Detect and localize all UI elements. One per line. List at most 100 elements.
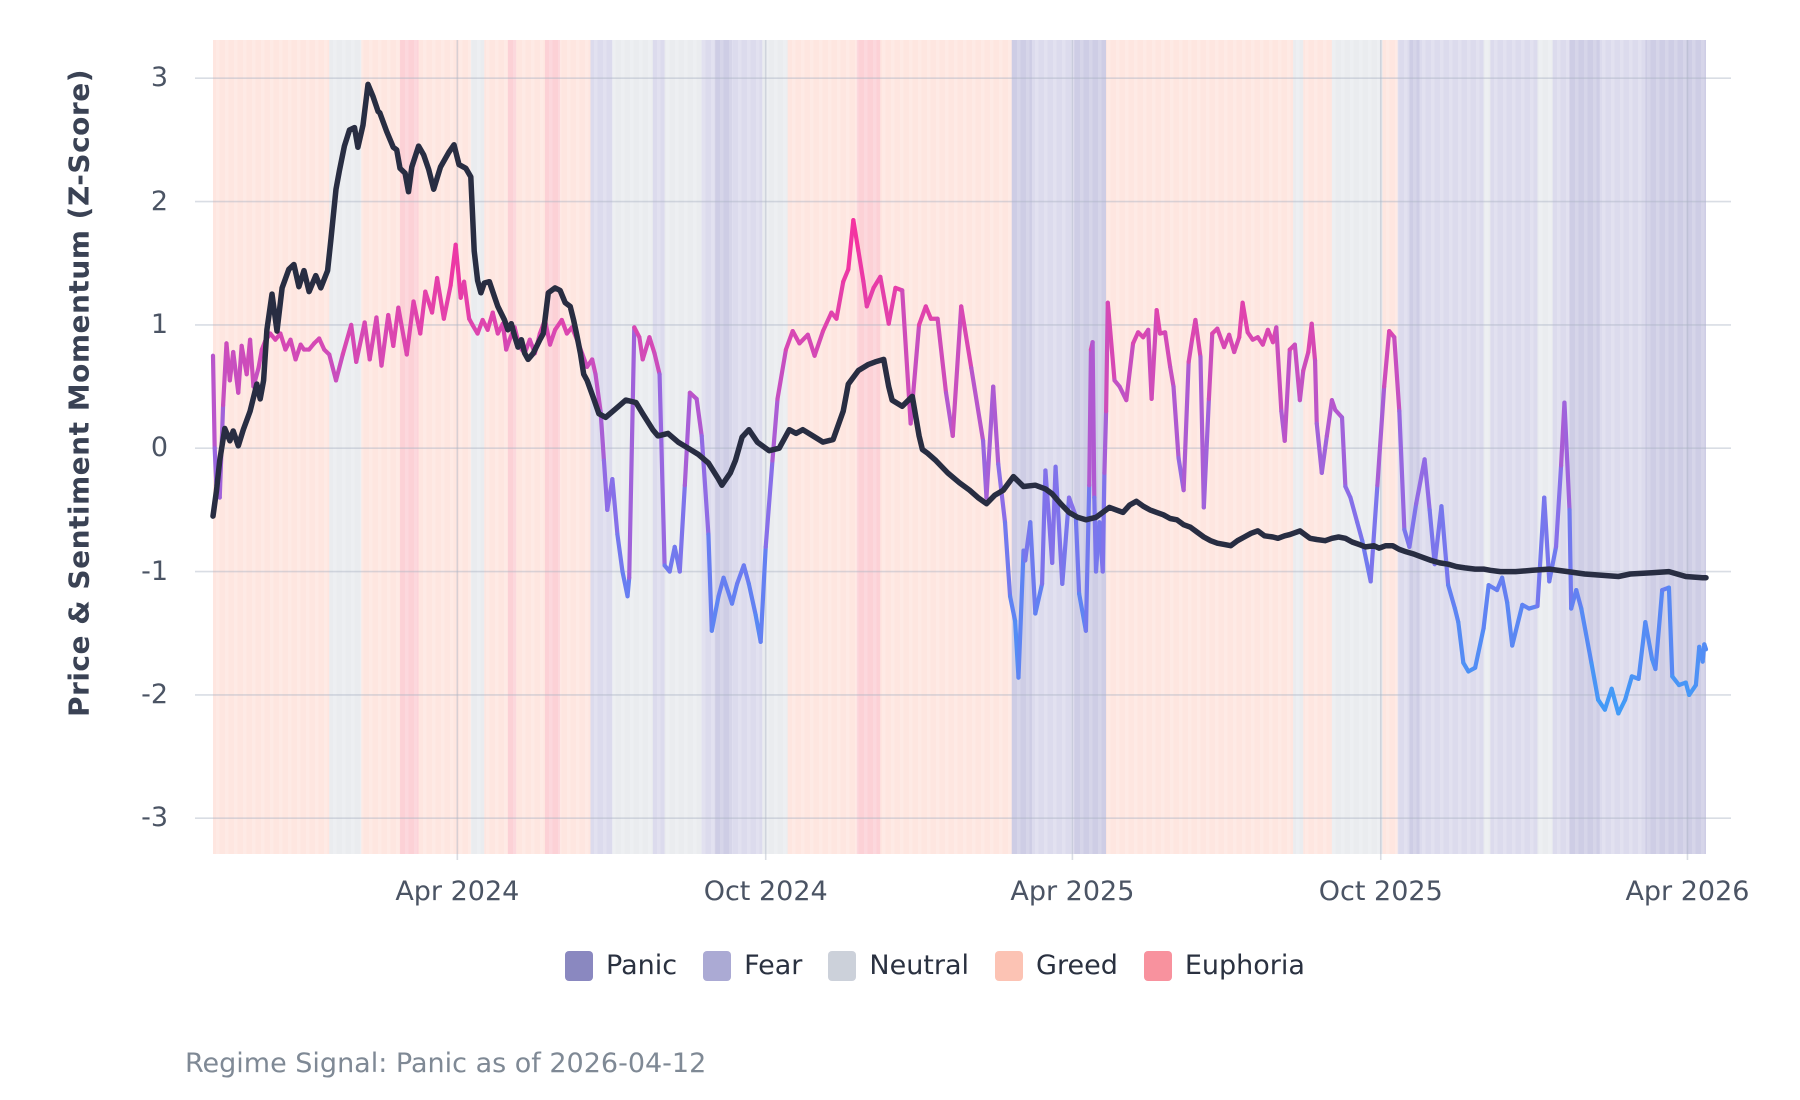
- sentiment-line-segment: [610, 476, 620, 537]
- sentiment-line-segment: [379, 312, 391, 368]
- sentiment-line-segment: [841, 267, 851, 284]
- sentiment-line-segment: [682, 390, 692, 488]
- legend-label: Euphoria: [1184, 950, 1305, 981]
- sentiment-line-segment: [1124, 341, 1136, 403]
- sentiment-line-segment: [1240, 300, 1250, 335]
- sentiment-line-segment: [886, 285, 898, 326]
- sentiment-line-segment: [547, 327, 558, 347]
- sentiment-line-segment: [1473, 626, 1486, 670]
- sentiment-line-segment: [354, 320, 367, 364]
- sentiment-line-segment: [490, 310, 500, 336]
- sentiment-line-segment: [1375, 384, 1387, 488]
- x-tick-label: Oct 2024: [703, 876, 828, 907]
- sentiment-line-segment: [1007, 594, 1018, 624]
- y-tick-label: 2: [150, 185, 168, 217]
- sentiment-line-segment: [593, 372, 603, 414]
- sentiment-line-segment: [418, 289, 428, 336]
- sentiment-line-segment: [709, 594, 721, 633]
- sentiment-line-segment: [1397, 409, 1407, 532]
- sentiment-line-segment: [991, 384, 1001, 467]
- sentiment-line-segment: [1274, 325, 1284, 414]
- legend-label: Greed: [1036, 950, 1118, 981]
- sentiment-line-segment: [1553, 463, 1564, 550]
- sentiment-line-segment: [1653, 587, 1665, 672]
- sentiment-line-segment: [461, 279, 472, 321]
- sentiment-line-segment: [1616, 697, 1628, 716]
- sentiment-line-segment: [1297, 368, 1306, 403]
- sentiment-line-segment: [1339, 415, 1348, 489]
- sentiment-line-segment: [783, 328, 795, 352]
- legend-swatch-euphoria: [1143, 950, 1172, 981]
- y-axis-title: Price & Sentiment Momentum (Z-Score): [62, 69, 96, 717]
- legend-label: Panic: [606, 950, 678, 981]
- sentiment-line-segment: [1186, 337, 1195, 364]
- sentiment-line-segment: [1579, 606, 1594, 665]
- sentiment-line-segment: [1535, 495, 1547, 609]
- sentiment-line-segment: [1355, 520, 1365, 543]
- sentiment-line-segment: [935, 316, 949, 395]
- sentiment-line-segment: [1083, 483, 1092, 633]
- y-tick-label: 1: [150, 308, 168, 340]
- legend-swatch-panic: [565, 950, 593, 981]
- sentiment-line-segment: [746, 581, 758, 617]
- sentiment-line-segment: [959, 304, 974, 371]
- sentiment-line-segment: [775, 347, 789, 401]
- regime-signal-note: Regime Signal: Panic as of 2026-04-12: [185, 1048, 707, 1079]
- sentiment-line-segment: [846, 217, 856, 272]
- price-line: [210, 81, 1709, 581]
- sentiment-line-segment: [805, 332, 817, 358]
- sentiment-line-segment: [256, 347, 264, 371]
- legend-item-panic: Panic: [565, 950, 677, 981]
- sentiment-line-segment: [210, 353, 217, 451]
- sentiment-line-segment: [1567, 507, 1574, 611]
- sentiment-line-segment: [453, 242, 463, 300]
- sentiment-line-segment: [1623, 674, 1634, 702]
- sentiment-line-segment: [1102, 409, 1109, 475]
- sentiment-line-segment: [851, 217, 861, 253]
- sentiment-line-segment: [1090, 340, 1097, 500]
- sentiment-line-segment: [1232, 335, 1242, 355]
- sentiment-line-segment: [1033, 581, 1045, 616]
- sentiment-line-segment: [627, 325, 637, 580]
- sentiment-line-segment: [950, 304, 964, 438]
- x-tick-label: Apr 2025: [1010, 876, 1135, 907]
- legend-item-fear: Fear: [703, 950, 802, 981]
- sentiment-line-segment: [1643, 620, 1655, 662]
- sentiment-line-segment: [834, 279, 846, 321]
- sentiment-line-segment: [741, 563, 751, 587]
- sentiment-line-segment: [1481, 583, 1491, 631]
- sentiment-line-segment: [1028, 520, 1038, 616]
- y-tick-label: 3: [150, 62, 168, 94]
- sentiment-line-segment: [333, 352, 345, 383]
- sentiment-line-segment: [1562, 400, 1572, 512]
- sentiment-line-segment: [1162, 330, 1173, 369]
- sentiment-line-segment: [396, 305, 409, 357]
- sentiment-line-segment: [1301, 349, 1311, 373]
- sentiment-line-segment: [590, 357, 598, 377]
- sentiment-line-segment: [1154, 308, 1163, 336]
- sentiment-line-segment: [984, 384, 996, 500]
- y-tick-label: -2: [141, 678, 168, 710]
- sentiment-line-segment: [729, 581, 740, 606]
- sentiment-line-segment: [1382, 328, 1392, 389]
- sentiment-line-segment: [404, 299, 416, 357]
- sentiment-line-segment: [878, 274, 891, 326]
- sentiment-line-segment: [820, 310, 834, 334]
- sentiment-line-segment: [699, 433, 711, 537]
- legend-swatch-fear: [703, 950, 732, 981]
- sentiment-line-segment: [625, 575, 632, 599]
- sentiment-line-segment: [1589, 660, 1601, 702]
- sentiment-line-segment: [1171, 384, 1181, 461]
- sentiment-line-segment: [1609, 686, 1621, 716]
- y-tick-label: -3: [141, 802, 168, 834]
- sentiment-line-segment: [677, 483, 687, 574]
- sentiment-line-segment: [1168, 364, 1176, 389]
- sentiment-line-segment: [640, 335, 652, 362]
- legend-item-greed: Greed: [995, 950, 1118, 981]
- sentiment-line-segment: [1510, 602, 1525, 648]
- sentiment-line-segment: [1324, 398, 1335, 438]
- sentiment-line-segment: [763, 458, 775, 550]
- sentiment-line-segment: [1547, 544, 1559, 584]
